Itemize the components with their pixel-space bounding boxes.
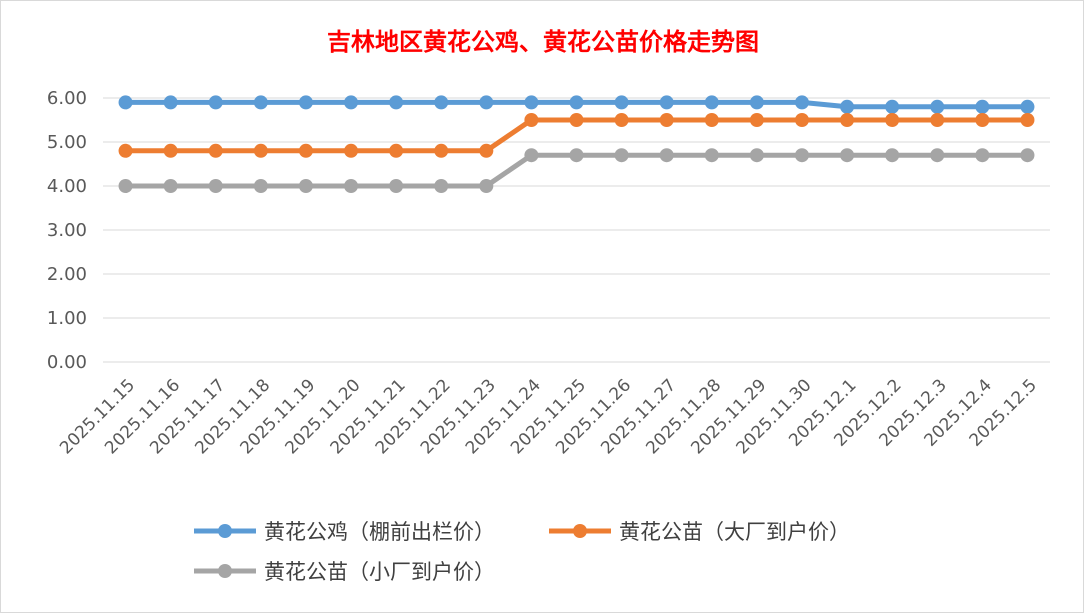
data-point [344, 143, 359, 158]
data-point [704, 148, 719, 163]
gridlines [103, 97, 1050, 363]
data-point [975, 148, 990, 163]
data-point [253, 95, 268, 110]
data-point [659, 95, 674, 110]
y-tick-label: 4.00 [47, 176, 87, 197]
data-point [930, 148, 945, 163]
legend-marker-2 [573, 524, 587, 538]
data-point [885, 99, 900, 114]
legend-label-1: 黄花公鸡（棚前出栏价） [264, 520, 495, 544]
data-point [118, 179, 133, 193]
data-point [163, 95, 178, 110]
data-point [840, 148, 855, 163]
data-point [569, 113, 584, 127]
data-point [1020, 113, 1035, 127]
data-point [524, 148, 539, 163]
data-point [344, 179, 359, 193]
data-point [794, 95, 809, 110]
data-point [253, 143, 268, 158]
legend-label-3: 黄花公苗（小厂到户价） [264, 560, 495, 584]
data-point [749, 95, 764, 110]
series-lines [118, 95, 1035, 193]
data-point [298, 143, 313, 158]
y-tick-label: 0.00 [47, 352, 87, 373]
data-point [704, 95, 719, 110]
data-point [749, 113, 764, 127]
data-point [298, 179, 313, 193]
data-point [208, 95, 223, 110]
legend-label-2: 黄花公苗（大厂到户价） [619, 520, 850, 544]
data-point [434, 95, 449, 110]
data-point [1020, 148, 1035, 163]
data-point [930, 99, 945, 114]
data-point [434, 143, 449, 158]
data-point [885, 113, 900, 127]
data-point [840, 99, 855, 114]
y-tick-label: 5.00 [47, 132, 87, 153]
x-axis-ticks: 2025.11.152025.11.162025.11.172025.11.18… [56, 375, 1041, 458]
data-point [975, 99, 990, 114]
data-point [344, 95, 359, 110]
data-point [389, 179, 404, 193]
data-point [659, 148, 674, 163]
legend-marker-1 [218, 524, 232, 538]
y-tick-label: 2.00 [47, 264, 87, 285]
data-point [298, 95, 313, 110]
legend-marker-3 [218, 564, 232, 578]
data-point [930, 113, 945, 127]
data-point [389, 95, 404, 110]
data-point [614, 113, 629, 127]
y-tick-label: 6.00 [47, 88, 87, 109]
data-point [163, 143, 178, 158]
data-point [389, 143, 404, 158]
data-point [794, 113, 809, 127]
data-point [1020, 99, 1035, 114]
data-point [208, 179, 223, 193]
data-point [479, 179, 494, 193]
data-point [163, 179, 178, 193]
data-point [253, 179, 268, 193]
data-point [569, 95, 584, 110]
data-point [794, 148, 809, 163]
data-point [614, 148, 629, 163]
data-point [118, 95, 133, 110]
legend: 黄花公鸡（棚前出栏价） 黄花公苗（大厂到户价） 黄花公苗（小厂到户价） [194, 520, 850, 584]
data-point [208, 143, 223, 158]
data-point [704, 113, 719, 127]
data-point [479, 143, 494, 158]
y-tick-label: 3.00 [47, 220, 87, 241]
y-tick-label: 1.00 [47, 308, 87, 329]
data-point [434, 179, 449, 193]
data-point [659, 113, 674, 127]
chart-title: 吉林地区黄花公鸡、黄花公苗价格走势图 [327, 27, 759, 56]
data-point [749, 148, 764, 163]
data-point [885, 148, 900, 163]
data-point [840, 113, 855, 127]
data-point [524, 95, 539, 110]
data-point [118, 143, 133, 158]
data-point [975, 113, 990, 127]
y-axis-ticks: 0.00 1.00 2.00 3.00 4.00 5.00 6.00 [47, 88, 87, 373]
data-point [524, 113, 539, 127]
data-point [569, 148, 584, 163]
data-point [479, 95, 494, 110]
data-point [614, 95, 629, 110]
